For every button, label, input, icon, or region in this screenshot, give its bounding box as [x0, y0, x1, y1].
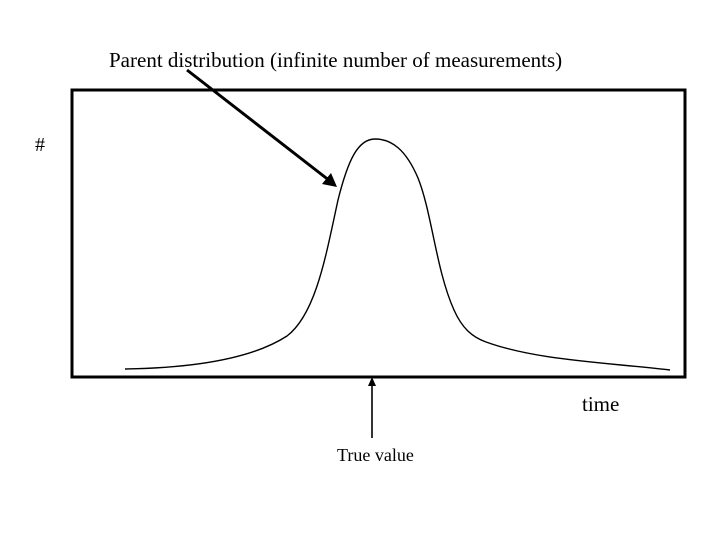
- annotation-arrowhead: [322, 173, 337, 187]
- true-value-label: True value: [337, 445, 414, 465]
- plot-frame: [70, 88, 687, 379]
- y-axis-label: #: [35, 134, 45, 156]
- true-value-arrowhead: [368, 377, 376, 386]
- x-axis-label: time: [582, 392, 620, 416]
- parent-distribution-label: Parent distribution (infinite number of …: [109, 48, 563, 72]
- annotation-arrow-line: [186, 68, 331, 183]
- parent-distribution-curve: [124, 138, 671, 371]
